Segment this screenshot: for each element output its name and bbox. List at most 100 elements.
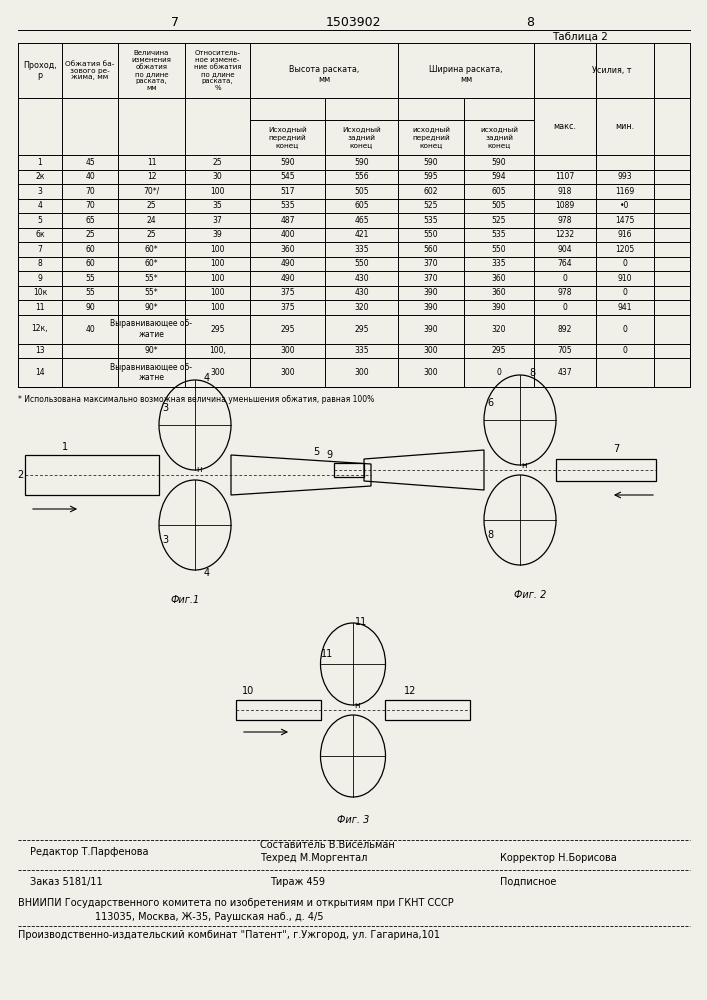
Text: 0: 0 bbox=[623, 324, 627, 334]
Text: 335: 335 bbox=[354, 346, 369, 355]
Text: 70*/: 70*/ bbox=[144, 187, 160, 196]
Text: 10: 10 bbox=[242, 686, 254, 696]
Text: Производственно-издательский комбинат "Патент", г.Ужгород, ул. Гагарина,101: Производственно-издательский комбинат "П… bbox=[18, 930, 440, 940]
Text: 0: 0 bbox=[623, 288, 627, 297]
Text: 2к: 2к bbox=[35, 172, 45, 181]
Bar bbox=[556, 459, 656, 481]
Text: 370: 370 bbox=[423, 259, 438, 268]
Text: 6к: 6к bbox=[35, 230, 45, 239]
Text: 978: 978 bbox=[558, 288, 572, 297]
Text: 400: 400 bbox=[280, 230, 295, 239]
Text: 910: 910 bbox=[618, 274, 632, 283]
Text: 430: 430 bbox=[354, 274, 369, 283]
Text: Техред М.Моргентал: Техред М.Моргентал bbox=[260, 853, 368, 863]
Text: Тираж 459: Тираж 459 bbox=[270, 877, 325, 887]
Text: 360: 360 bbox=[491, 288, 506, 297]
Text: Ширина раската,
мм: Ширина раската, мм bbox=[429, 65, 503, 84]
Text: 0: 0 bbox=[563, 303, 568, 312]
Text: 25: 25 bbox=[146, 201, 156, 210]
Text: 0: 0 bbox=[563, 274, 568, 283]
Text: 375: 375 bbox=[280, 303, 295, 312]
Text: 11: 11 bbox=[355, 617, 367, 627]
Text: Таблица 2: Таблица 2 bbox=[552, 32, 608, 42]
Text: 12к,: 12к, bbox=[32, 324, 48, 334]
Text: 3: 3 bbox=[162, 535, 168, 545]
Text: 941: 941 bbox=[618, 303, 632, 312]
Text: 55*: 55* bbox=[145, 274, 158, 283]
Text: исходный
задний
конец: исходный задний конец bbox=[480, 127, 518, 148]
Text: 590: 590 bbox=[423, 158, 438, 167]
Text: 300: 300 bbox=[354, 368, 369, 377]
Text: 505: 505 bbox=[354, 187, 369, 196]
Text: 430: 430 bbox=[354, 288, 369, 297]
Text: Подписное: Подписное bbox=[500, 877, 556, 887]
Text: 6: 6 bbox=[487, 398, 493, 408]
Text: 55: 55 bbox=[85, 288, 95, 297]
Text: 100: 100 bbox=[210, 288, 225, 297]
Text: Фиг.1: Фиг.1 bbox=[170, 595, 199, 605]
Text: 1089: 1089 bbox=[556, 201, 575, 210]
Text: 390: 390 bbox=[423, 324, 438, 334]
Text: 550: 550 bbox=[491, 245, 506, 254]
Text: 360: 360 bbox=[491, 274, 506, 283]
Text: 39: 39 bbox=[213, 230, 223, 239]
Text: 60*: 60* bbox=[145, 259, 158, 268]
Text: 3: 3 bbox=[37, 187, 42, 196]
Text: 375: 375 bbox=[280, 288, 295, 297]
Text: 295: 295 bbox=[210, 324, 225, 334]
Text: Редактор Т.Парфенова: Редактор Т.Парфенова bbox=[30, 847, 148, 857]
Text: 390: 390 bbox=[423, 303, 438, 312]
Text: 4: 4 bbox=[204, 373, 210, 383]
Text: 90*: 90* bbox=[145, 303, 158, 312]
Text: 525: 525 bbox=[492, 216, 506, 225]
Text: 390: 390 bbox=[423, 288, 438, 297]
Text: 1169: 1169 bbox=[615, 187, 635, 196]
Text: 8: 8 bbox=[526, 15, 534, 28]
Text: 100: 100 bbox=[210, 245, 225, 254]
Text: 590: 590 bbox=[354, 158, 369, 167]
Text: 300: 300 bbox=[423, 368, 438, 377]
Text: Фиг. 2: Фиг. 2 bbox=[514, 590, 547, 600]
Text: 60: 60 bbox=[85, 259, 95, 268]
Text: 300: 300 bbox=[210, 368, 225, 377]
Text: * Использована максимально возможная величина уменьшения обжатия, равная 100%: * Использована максимально возможная вел… bbox=[18, 395, 374, 404]
Text: 590: 590 bbox=[491, 158, 506, 167]
Text: 55*: 55* bbox=[145, 288, 158, 297]
Text: 0: 0 bbox=[623, 259, 627, 268]
Text: Обжатия ба-
зового ре-
жима, мм: Обжатия ба- зового ре- жима, мм bbox=[65, 60, 115, 81]
Text: 2: 2 bbox=[17, 470, 23, 480]
Text: Выравнивающее об-
жатне: Выравнивающее об- жатне bbox=[110, 363, 192, 382]
Text: 40: 40 bbox=[85, 172, 95, 181]
Text: 1475: 1475 bbox=[615, 216, 635, 225]
Text: 590: 590 bbox=[280, 158, 295, 167]
Text: 437: 437 bbox=[558, 368, 572, 377]
Text: 295: 295 bbox=[280, 324, 295, 334]
Text: 13: 13 bbox=[35, 346, 45, 355]
Text: 8: 8 bbox=[487, 530, 493, 540]
Text: 11: 11 bbox=[147, 158, 156, 167]
Text: 295: 295 bbox=[492, 346, 506, 355]
Text: 465: 465 bbox=[354, 216, 369, 225]
Bar bbox=[334, 463, 364, 477]
Text: 421: 421 bbox=[354, 230, 368, 239]
Text: 918: 918 bbox=[558, 187, 572, 196]
Text: 904: 904 bbox=[558, 245, 572, 254]
Bar bbox=[25, 455, 159, 495]
Text: 535: 535 bbox=[491, 230, 506, 239]
Text: 8: 8 bbox=[37, 259, 42, 268]
Text: 35: 35 bbox=[213, 201, 223, 210]
Text: 490: 490 bbox=[280, 274, 295, 283]
Text: 505: 505 bbox=[491, 201, 506, 210]
Text: 70: 70 bbox=[85, 201, 95, 210]
Text: 7: 7 bbox=[37, 245, 42, 254]
Text: Выравнивающее об-
жатие: Выравнивающее об- жатие bbox=[110, 319, 192, 339]
Text: 11: 11 bbox=[35, 303, 45, 312]
Text: 535: 535 bbox=[423, 216, 438, 225]
Text: 7: 7 bbox=[171, 15, 179, 28]
Text: Корректор Н.Борисова: Корректор Н.Борисова bbox=[500, 853, 617, 863]
Text: 1232: 1232 bbox=[556, 230, 575, 239]
Text: 100: 100 bbox=[210, 259, 225, 268]
Text: 7: 7 bbox=[613, 444, 619, 454]
Text: 65: 65 bbox=[85, 216, 95, 225]
Text: 60*: 60* bbox=[145, 245, 158, 254]
